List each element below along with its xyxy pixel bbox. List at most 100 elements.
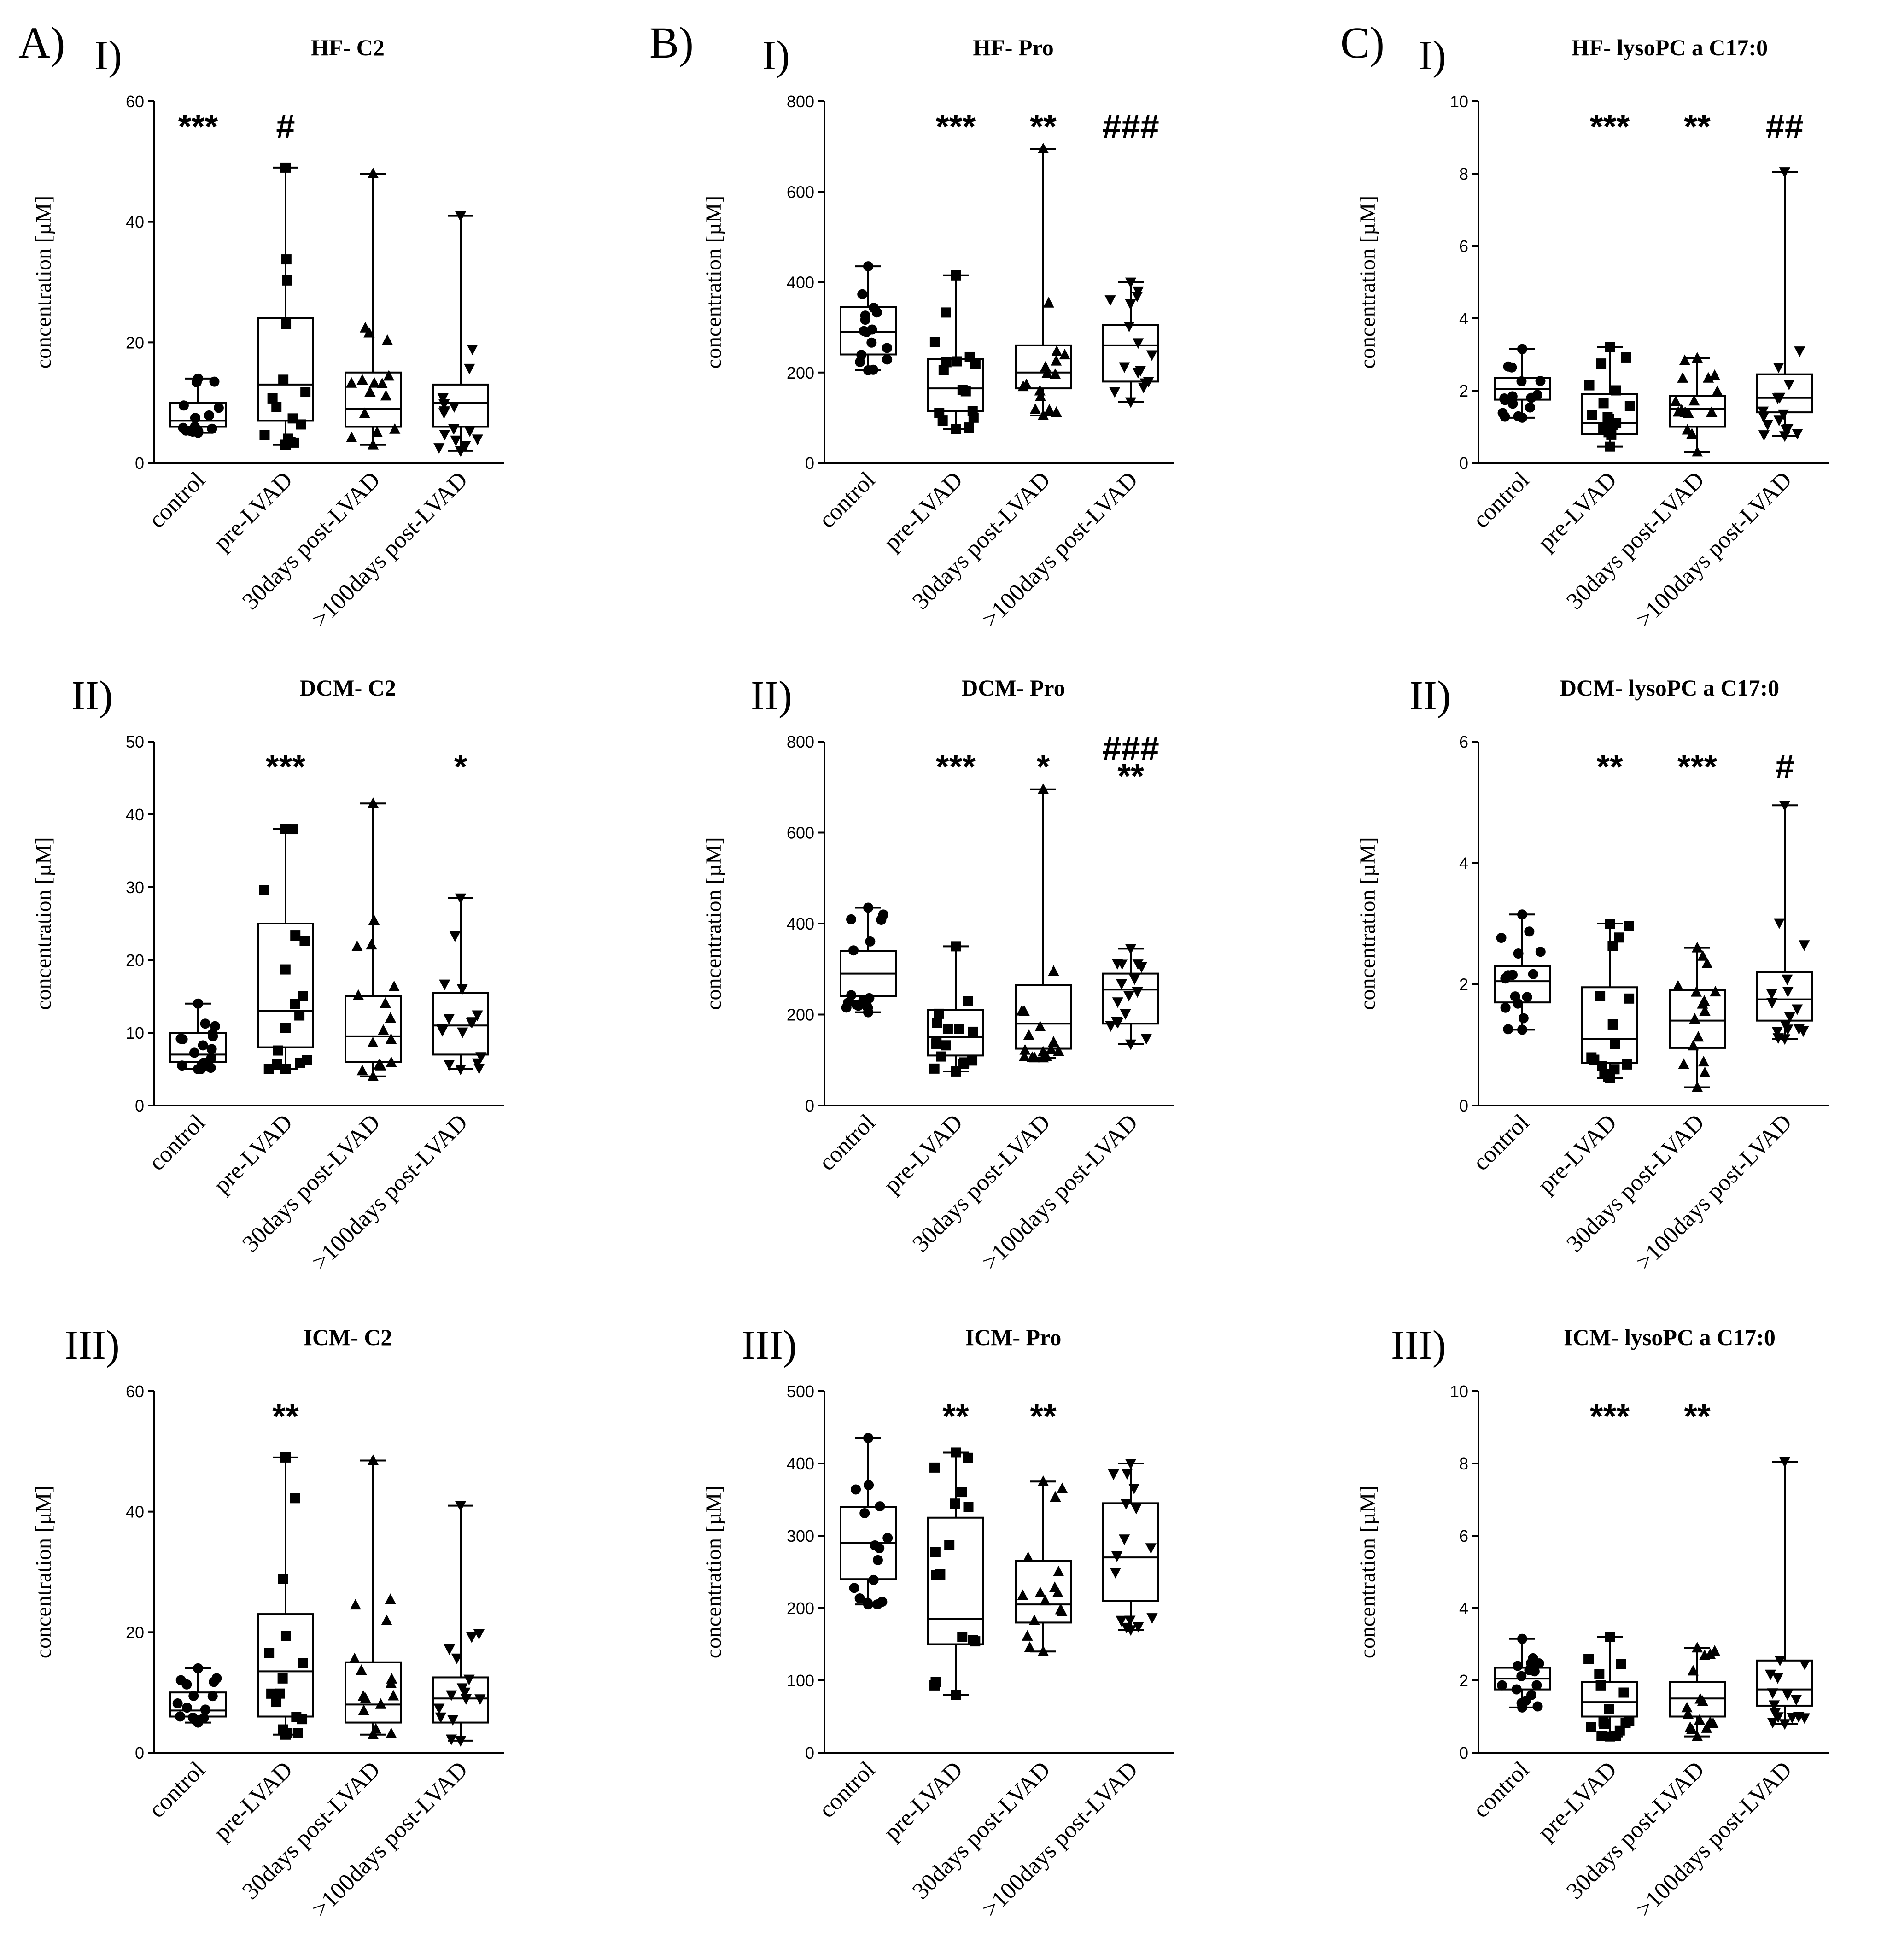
category-label: >100days post-LVAD [307,467,473,632]
data-point-7-3-2 [1121,1622,1132,1633]
data-point-1-0-9 [860,310,870,321]
data-point-5-3-14 [1793,1024,1805,1035]
data-point-3-3-0 [455,1065,467,1076]
y-tick-label: 100 [787,1671,814,1690]
data-point-7-0-9 [872,1599,883,1609]
chart-title: ICM- C2 [303,1324,392,1350]
data-point-1-0-1 [863,261,873,272]
y-axis-label: concentration [µM] [31,837,56,1010]
data-point-1-3-15 [1133,286,1144,298]
data-point-0-1-14 [267,393,278,404]
data-point-2-3-8 [1781,425,1792,436]
y-tick-label: 20 [126,951,144,970]
data-point-1-3-9 [1119,362,1130,373]
data-point-4-3-12 [1110,1017,1122,1028]
data-point-4-1-7 [942,1023,953,1034]
data-point-3-1-13 [302,1055,312,1065]
data-point-0-2-4 [346,431,357,442]
box-2 [345,797,402,1081]
data-point-7-1-12 [931,1570,941,1580]
data-point-3-1-1 [280,824,291,834]
data-point-4-1-15 [934,1008,944,1019]
row-label: III) [742,1322,797,1368]
data-point-7-1-10 [957,1632,968,1642]
data-point-0-3-5 [433,443,445,454]
data-point-8-3-3 [1767,1688,1778,1699]
data-point-1-1-2 [929,337,940,347]
y-axis-label: concentration [µM] [31,196,56,369]
data-point-6-0-13 [211,1673,222,1684]
data-point-6-0-5 [182,1703,193,1713]
y-tick-label: 60 [126,1382,144,1401]
data-point-1-3-6 [1133,338,1144,349]
data-point-6-2-2 [386,1673,397,1684]
y-tick-label: 0 [135,1744,144,1762]
data-point-7-1-11 [944,1540,955,1550]
box-3 [432,211,489,457]
data-point-7-0-13 [874,1543,885,1553]
data-point-3-2-1 [367,797,379,808]
data-point-0-1-2 [282,275,292,286]
data-point-2-2-6 [1677,372,1688,383]
data-point-7-1-1 [951,1447,961,1458]
data-point-5-0-2 [1524,926,1535,937]
data-point-1-3-4 [1146,350,1157,361]
data-point-1-3-12 [1143,376,1154,388]
data-point-8-3-15 [1793,1712,1805,1723]
y-tick-label: 40 [126,1503,144,1521]
data-point-6-3-14 [445,1690,457,1701]
data-point-4-1-9 [931,1038,942,1048]
data-point-6-2-5 [385,1593,396,1604]
box-1 [257,162,314,450]
row-label: II) [1409,673,1451,719]
data-point-5-0-10 [1500,1002,1511,1013]
category-label: control [814,467,880,533]
significance-annotation: ** [1030,107,1057,146]
box-0 [169,1663,227,1728]
y-tick-label: 0 [135,454,144,473]
data-point-1-1-11 [934,408,945,418]
data-point-0-2-7 [381,334,393,345]
data-point-8-3-2 [1768,1700,1780,1711]
data-point-1-3-7 [1109,387,1121,398]
data-point-5-0-1 [1517,909,1527,920]
data-point-2-1-6 [1598,398,1609,409]
data-point-6-1-10 [292,1728,303,1738]
chart-title: ICM- lysoPC a C17:0 [1564,1324,1776,1350]
chart-hf-pro: I) HF- Pro 0 200 400 600 800 concentration [µM]… [701,33,1174,633]
box-1 [927,941,984,1077]
y-tick-label: 4 [1459,309,1468,328]
chart-dcm-lysopc: II) DCM- lysoPC a C17:0 0 2 4 6 concentration … [1355,673,1829,1275]
data-point-2-1-11 [1611,385,1621,396]
data-point-4-3-1 [1125,944,1137,955]
data-point-6-2-3 [349,1652,361,1663]
data-point-7-1-13 [970,1636,981,1647]
data-point-5-2-0 [1691,1081,1703,1092]
box-iqr [432,992,489,1056]
data-point-3-3-1 [455,893,467,904]
data-point-7-2-15 [1053,1565,1064,1577]
y-tick-label: 0 [1459,1096,1468,1115]
y-tick-label: 0 [135,1096,144,1115]
data-point-1-3-10 [1132,368,1144,379]
data-point-4-2-15 [1029,1052,1040,1063]
data-point-2-1-1 [1605,342,1615,352]
data-point-3-1-0 [280,1064,291,1074]
data-point-8-3-14 [1767,1718,1778,1729]
data-point-4-2-4 [1019,1044,1031,1055]
chart-title: DCM- C2 [299,675,396,701]
data-point-6-2-6 [386,1727,397,1738]
data-point-2-3-15 [1772,393,1783,404]
data-point-6-1-2 [298,1658,308,1668]
data-point-8-1-6 [1586,1722,1596,1732]
data-point-7-0-5 [882,1533,893,1543]
data-point-1-2-3 [1034,390,1046,401]
data-point-3-3-7 [467,1017,478,1028]
data-point-5-3-5 [1799,940,1810,951]
box-2 [1669,1642,1726,1741]
data-point-3-1-10 [259,885,269,895]
data-point-6-0-9 [207,1691,218,1702]
significance-annotation: * [1037,748,1050,786]
category-label: >100days post-LVAD [977,1756,1143,1922]
data-point-1-2-2 [1051,345,1063,356]
